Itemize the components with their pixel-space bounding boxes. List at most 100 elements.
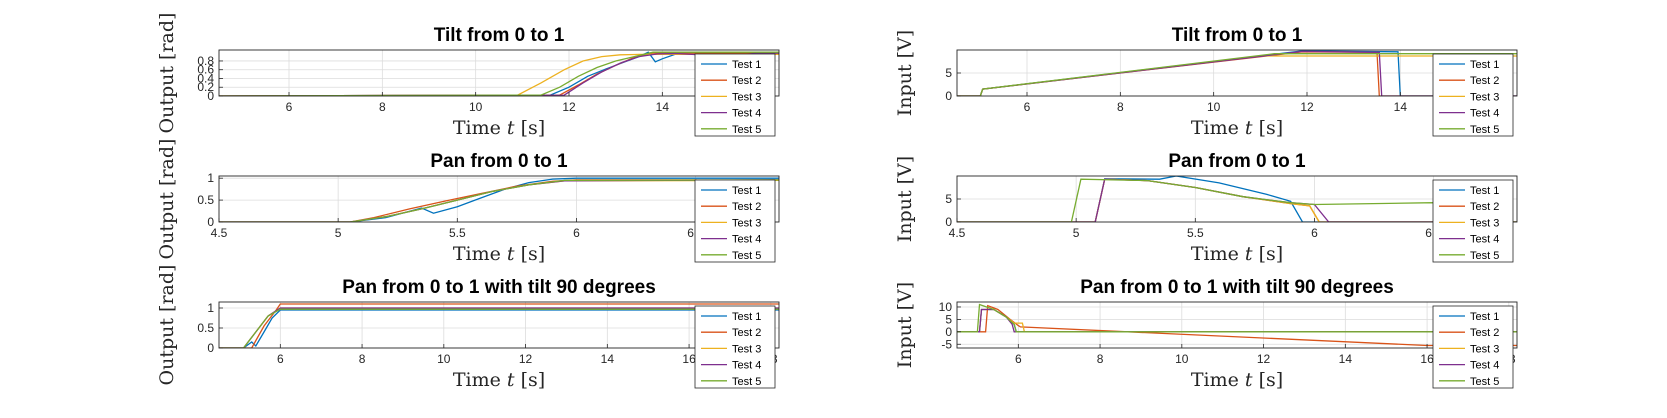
legend-label-1: Test 1 — [732, 311, 761, 323]
x-tick-label: 6 — [1015, 352, 1022, 366]
legend-label-3: Test 3 — [1470, 343, 1499, 355]
series-line-5 — [219, 51, 779, 96]
y-tick-label: 1 — [207, 301, 214, 315]
x-tick-label: 6 — [286, 100, 293, 114]
x-tick-label: 5 — [335, 226, 342, 240]
legend-label-2: Test 2 — [732, 327, 761, 339]
x-tick-label: 6 — [277, 352, 284, 366]
series-line-5 — [957, 303, 1517, 333]
x-tick-label: 10 — [437, 352, 451, 366]
legend-label-4: Test 4 — [1470, 108, 1499, 120]
legend: Test 1 Test 2 Test 3 Test 4 Test 5 — [1432, 53, 1514, 137]
y-tick-label: 0 — [207, 341, 214, 355]
plot-area — [219, 176, 779, 222]
y-tick-label: 0.8 — [197, 54, 214, 68]
legend-label-4: Test 4 — [732, 108, 761, 120]
x-axis-label: Time t [s] — [453, 243, 545, 265]
legend-label-1: Test 1 — [1470, 185, 1499, 197]
chart-title: Pan from 0 to 1 — [430, 151, 568, 172]
y-tick-label: 0.2 — [197, 80, 214, 94]
x-axis-label: Time t [s] — [1191, 243, 1283, 265]
legend-box — [1432, 53, 1514, 137]
series-line-3 — [219, 53, 779, 96]
chart-title: Tilt from 0 to 1 — [434, 25, 565, 46]
x-tick-label: 8 — [359, 352, 366, 366]
legend-label-4: Test 4 — [732, 234, 761, 246]
x-tick-label: 12 — [1257, 352, 1271, 366]
x-tick-label: 8 — [1097, 352, 1104, 366]
x-tick-label: 4.5 — [211, 226, 228, 240]
y-tick-label: 0.6 — [197, 63, 214, 77]
legend-label-3: Test 3 — [1470, 217, 1499, 229]
y-tick-label: 0.5 — [197, 321, 214, 335]
x-tick-label: 12 — [562, 100, 576, 114]
legend-label-1: Test 1 — [1470, 59, 1499, 71]
x-axis-label: Time t [s] — [1191, 369, 1283, 391]
legend-label-2: Test 2 — [732, 75, 761, 87]
y-tick-label: 0.4 — [197, 71, 214, 85]
series-line-5 — [219, 179, 779, 222]
series-line-5 — [219, 308, 779, 348]
legend: Test 1 Test 2 Test 3 Test 4 Test 5 — [1432, 179, 1514, 263]
legend-label-5: Test 5 — [1470, 376, 1499, 388]
legend-label-3: Test 3 — [1470, 91, 1499, 103]
y-axis-label: Output [rad] — [156, 265, 178, 386]
plot-area — [219, 50, 779, 96]
y-axis-label: Output [rad] — [156, 139, 178, 260]
legend-box — [694, 305, 776, 389]
y-tick-label: 1 — [207, 171, 214, 185]
y-tick-label: 0 — [207, 215, 214, 229]
legend-label-4: Test 4 — [1470, 360, 1499, 372]
legend-label-3: Test 3 — [732, 91, 761, 103]
y-tick-label: 5 — [945, 312, 952, 326]
x-tick-label: 6 — [573, 226, 580, 240]
legend-label-5: Test 5 — [732, 376, 761, 388]
chart-title: Pan from 0 to 1 with tilt 90 degrees — [1080, 277, 1394, 298]
chart-panel-2: 6 8 10 12 14 0 5 Tilt from 0 to 1 Time t [s] Inpu… — [894, 25, 1518, 139]
x-tick-label: 14 — [601, 352, 615, 366]
y-tick-label: 5 — [945, 66, 952, 80]
legend: Test 1 Test 2 Test 3 Test 4 Test 5 — [694, 179, 776, 263]
legend-label-1: Test 1 — [1470, 311, 1499, 323]
x-tick-label: 16 — [682, 352, 696, 366]
legend-label-2: Test 2 — [1470, 75, 1499, 87]
legend-box — [694, 179, 776, 263]
x-tick-label: 10 — [469, 100, 483, 114]
chart-panel-1: 6 8 10 12 14 00.20.40.60.8 Tilt from 0 to 1 Tim… — [156, 13, 780, 139]
legend-box — [1432, 305, 1514, 389]
x-tick-label: 5 — [1073, 226, 1080, 240]
chart-title: Pan from 0 to 1 with tilt 90 degrees — [342, 277, 656, 298]
legend-box — [694, 53, 776, 137]
y-tick-label: 0.5 — [197, 193, 214, 207]
legend-label-4: Test 4 — [732, 360, 761, 372]
series-line-5 — [957, 53, 1517, 96]
y-tick-label: -5 — [941, 337, 952, 351]
legend-box — [1432, 179, 1514, 263]
chart-title: Pan from 0 to 1 — [1168, 151, 1306, 172]
x-tick-label: 14 — [656, 100, 670, 114]
y-tick-label: 5 — [945, 192, 952, 206]
axes-box — [218, 175, 780, 223]
legend-label-5: Test 5 — [1470, 124, 1499, 136]
legend-label-5: Test 5 — [732, 250, 761, 262]
x-tick-label: 6 — [1311, 226, 1318, 240]
y-axis-label: Input [V] — [894, 282, 916, 368]
axes-box — [956, 301, 1518, 349]
legend-label-5: Test 5 — [1470, 250, 1499, 262]
legend-label-2: Test 2 — [1470, 201, 1499, 213]
legend-label-3: Test 3 — [732, 217, 761, 229]
x-tick-label: 10 — [1175, 352, 1189, 366]
x-tick-label: 14 — [1339, 352, 1353, 366]
y-axis-label: Input [V] — [894, 156, 916, 242]
legend-label-1: Test 1 — [732, 185, 761, 197]
x-tick-label: 14 — [1394, 100, 1408, 114]
y-tick-label: 0 — [945, 215, 952, 229]
legend-label-5: Test 5 — [732, 124, 761, 136]
legend: Test 1 Test 2 Test 3 Test 4 Test 5 — [1432, 305, 1514, 389]
series-line-2 — [219, 303, 779, 348]
x-tick-label: 12 — [1300, 100, 1314, 114]
